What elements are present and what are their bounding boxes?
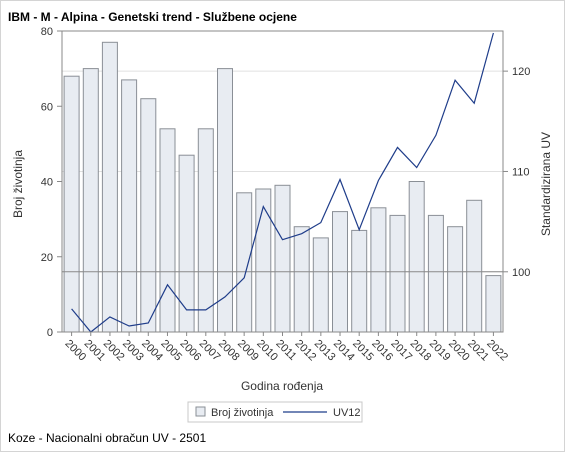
x-tick-label: 2002: [101, 338, 127, 364]
y2-tick-label: 120: [512, 66, 530, 78]
x-tick-label: 2017: [388, 338, 414, 364]
y-tick-label: 0: [47, 327, 53, 339]
footnote: Koze - Nacionalni obračun UV - 2501: [8, 431, 207, 445]
legend-bar-swatch: [195, 406, 206, 417]
bar-2012: [293, 226, 310, 333]
x-tick-label: 2008: [216, 338, 242, 364]
bar-2018: [408, 181, 425, 333]
legend: Broj životinja UV12: [187, 401, 363, 423]
x-tick-label: 2013: [312, 338, 338, 364]
legend-line-label: UV12: [333, 407, 361, 419]
x-tick-label: 2012: [293, 338, 319, 364]
y2-axis-label: Standardizirana UV: [539, 132, 553, 236]
uv12-line: [71, 32, 494, 333]
legend-box: [187, 401, 363, 423]
x-tick-label: 2006: [178, 338, 204, 364]
y-tick-label: 60: [41, 101, 53, 113]
bar-series: [63, 41, 502, 333]
bar-2022: [485, 275, 502, 333]
x-tick-label: 2011: [273, 338, 298, 363]
x-tick-label: 2020: [446, 338, 472, 364]
bar-2019: [427, 214, 444, 333]
y-tick-label: 20: [41, 252, 53, 264]
x-tick-label: 2014: [331, 338, 357, 364]
bar-2007: [197, 128, 214, 333]
y-tick-label: 80: [41, 26, 53, 38]
x-tick-label: 2022: [484, 338, 510, 364]
x-tick-label: 2000: [62, 338, 88, 364]
bar-2011: [274, 184, 291, 333]
x-tick-label: 2021: [465, 338, 491, 364]
bar-2017: [389, 214, 406, 333]
x-tick-label: 2016: [369, 338, 395, 364]
x-tick-label: 2015: [350, 338, 376, 364]
y-axis-label: Broj životinja: [11, 150, 25, 218]
bar-2021: [466, 199, 483, 333]
bar-2010: [255, 188, 272, 333]
y-tick-label: 40: [41, 177, 53, 189]
bar-2013: [312, 237, 329, 333]
bar-2002: [101, 41, 118, 333]
bar-2006: [178, 154, 195, 333]
x-tick-label: 2009: [235, 338, 261, 364]
bar-2000: [63, 75, 80, 333]
bar-2001: [82, 68, 99, 333]
line-series: [71, 32, 494, 333]
x-tick-label: 2001: [82, 338, 108, 364]
x-tick-label: 2004: [139, 338, 165, 364]
bar-2009: [236, 192, 253, 333]
bar-2005: [159, 128, 176, 333]
bar-2015: [351, 229, 368, 333]
x-tick-label: 2007: [197, 338, 223, 364]
x-axis-label: Godina rođenja: [241, 379, 323, 393]
bar-2016: [370, 207, 387, 333]
legend-bar-label: Broj životinja: [211, 407, 274, 419]
bar-2004: [140, 98, 157, 333]
x-tick-label: 2005: [158, 338, 184, 364]
x-tick-label: 2010: [254, 338, 280, 364]
y2-tick-label: 100: [512, 267, 530, 279]
bar-2020: [447, 226, 464, 333]
x-tick-label: 2019: [427, 338, 453, 364]
y2-tick-label: 110: [512, 166, 530, 178]
chart-title: IBM - M - Alpina - Genetski trend - Služ…: [8, 10, 297, 24]
bar-2003: [121, 79, 138, 333]
x-tick-label: 2018: [408, 338, 434, 364]
x-tick-label: 2003: [120, 338, 146, 364]
